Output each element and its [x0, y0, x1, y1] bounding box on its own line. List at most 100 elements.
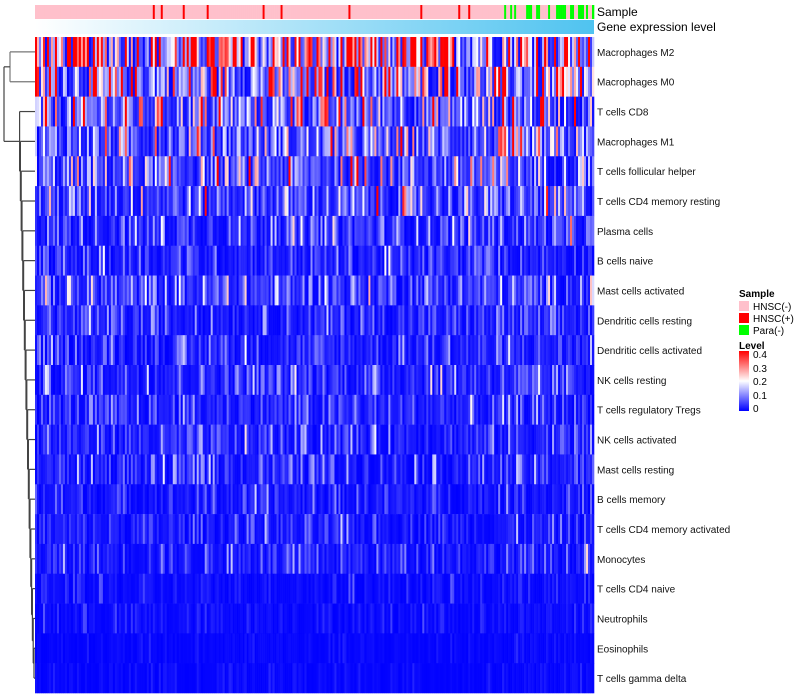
- heatmap-cell: [476, 126, 479, 157]
- heatmap-cell: [356, 365, 359, 396]
- heatmap-cell: [52, 365, 56, 396]
- heatmap-cell: [152, 245, 156, 276]
- heatmap-cell: [78, 275, 82, 306]
- heatmap-cell: [106, 454, 110, 485]
- heatmap-cell: [554, 66, 557, 97]
- heatmap-cell: [518, 365, 521, 396]
- heatmap-cell: [90, 156, 94, 187]
- sample-annotation-cell: [208, 5, 211, 19]
- heatmap-cell: [210, 215, 213, 247]
- heatmap-cell: [546, 66, 549, 97]
- heatmap-cell: [240, 305, 243, 336]
- heatmap-cell: [140, 454, 144, 485]
- heatmap-cell: [178, 37, 182, 68]
- heatmap-cell: [188, 156, 192, 187]
- heatmap-cell: [394, 394, 397, 425]
- heatmap-cell: [348, 245, 351, 276]
- sample-annotation-cell: [500, 5, 503, 19]
- heatmap-cell: [278, 514, 281, 545]
- heatmap-cell: [530, 424, 533, 455]
- heatmap-cell: [412, 424, 415, 455]
- heatmap-cell: [156, 186, 160, 217]
- heatmap-cell: [190, 365, 194, 396]
- heatmap-cell: [74, 484, 78, 515]
- sample-annotation-cell: [386, 5, 389, 19]
- heatmap-cell: [370, 275, 373, 306]
- heatmap-cell: [276, 365, 279, 396]
- heatmap-cell: [524, 305, 527, 336]
- heatmap-cell: [370, 514, 373, 545]
- heatmap-cell: [362, 305, 365, 336]
- heatmap-cell: [378, 66, 381, 97]
- heatmap-cell: [72, 365, 76, 396]
- heatmap-cell: [92, 335, 96, 366]
- heatmap-cell: [264, 424, 267, 455]
- heatmap-cell: [134, 96, 138, 127]
- heatmap-cell: [448, 215, 451, 247]
- heatmap-cell: [126, 424, 130, 455]
- sample-annotation-cell: [532, 5, 535, 19]
- heatmap-cell: [370, 186, 373, 217]
- heatmap-cell: [582, 186, 585, 217]
- heatmap-cell: [454, 186, 457, 217]
- heatmap-cell: [184, 66, 188, 97]
- heatmap-cell: [384, 37, 387, 68]
- heatmap-cell: [62, 275, 66, 306]
- heatmap-cell: [576, 96, 579, 127]
- heatmap-cell: [562, 305, 565, 336]
- heatmap-cell: [238, 365, 241, 396]
- heatmap-cell: [386, 215, 389, 247]
- heatmap-cell: [416, 186, 419, 217]
- heatmap-cell: [270, 96, 273, 127]
- heatmap-cell: [468, 215, 471, 247]
- heatmap-cell: [246, 484, 249, 515]
- heatmap-cell: [148, 305, 152, 336]
- heatmap-cell: [416, 394, 419, 425]
- heatmap-cell: [560, 126, 563, 157]
- heatmap-cell: [66, 514, 70, 545]
- sample-annotation-cell: [452, 5, 455, 19]
- heatmap-cell: [478, 215, 481, 247]
- heatmap-cell: [142, 365, 146, 396]
- sample-annotation-cell: [462, 5, 465, 19]
- heatmap-cell: [388, 245, 391, 276]
- heatmap-cell: [362, 96, 365, 127]
- heatmap-cell: [536, 66, 539, 97]
- heatmap-cell: [78, 156, 82, 187]
- heatmap-cell: [448, 37, 451, 68]
- heatmap-cell: [280, 484, 283, 515]
- heatmap-cell: [108, 484, 112, 515]
- heatmap-cell: [286, 514, 289, 545]
- heatmap-cell: [530, 66, 533, 97]
- heatmap-cell: [506, 245, 509, 276]
- heatmap-cell: [558, 394, 561, 425]
- heatmap-cell: [138, 484, 142, 515]
- heatmap-cell: [266, 215, 269, 247]
- heatmap-cell: [332, 186, 335, 217]
- heatmap-cell: [502, 454, 505, 485]
- heatmap-cell: [218, 305, 221, 336]
- heatmap-cell: [332, 394, 335, 425]
- heatmap-cell: [426, 484, 429, 515]
- heatmap-cell: [376, 186, 379, 217]
- heatmap-cell: [576, 245, 579, 276]
- heatmap-cell: [106, 335, 110, 366]
- heatmap-cell: [280, 66, 283, 97]
- heatmap-cell: [318, 484, 321, 515]
- heatmap-cell: [568, 215, 571, 247]
- heatmap-cell: [512, 96, 515, 127]
- heatmap-cell: [138, 37, 142, 68]
- heatmap-cell: [216, 305, 219, 336]
- heatmap-cell: [254, 275, 257, 306]
- heatmap-cell: [398, 245, 401, 276]
- heatmap-cell: [286, 186, 289, 217]
- heatmap-cell: [192, 394, 196, 425]
- heatmap-cell: [236, 365, 239, 396]
- heatmap-cell: [160, 37, 164, 68]
- heatmap-cell: [252, 66, 255, 97]
- heatmap-cell: [46, 37, 50, 68]
- heatmap-cell: [496, 156, 499, 187]
- heatmap-cell: [432, 394, 435, 425]
- heatmap-cell: [362, 186, 365, 217]
- heatmap-cell: [412, 365, 415, 396]
